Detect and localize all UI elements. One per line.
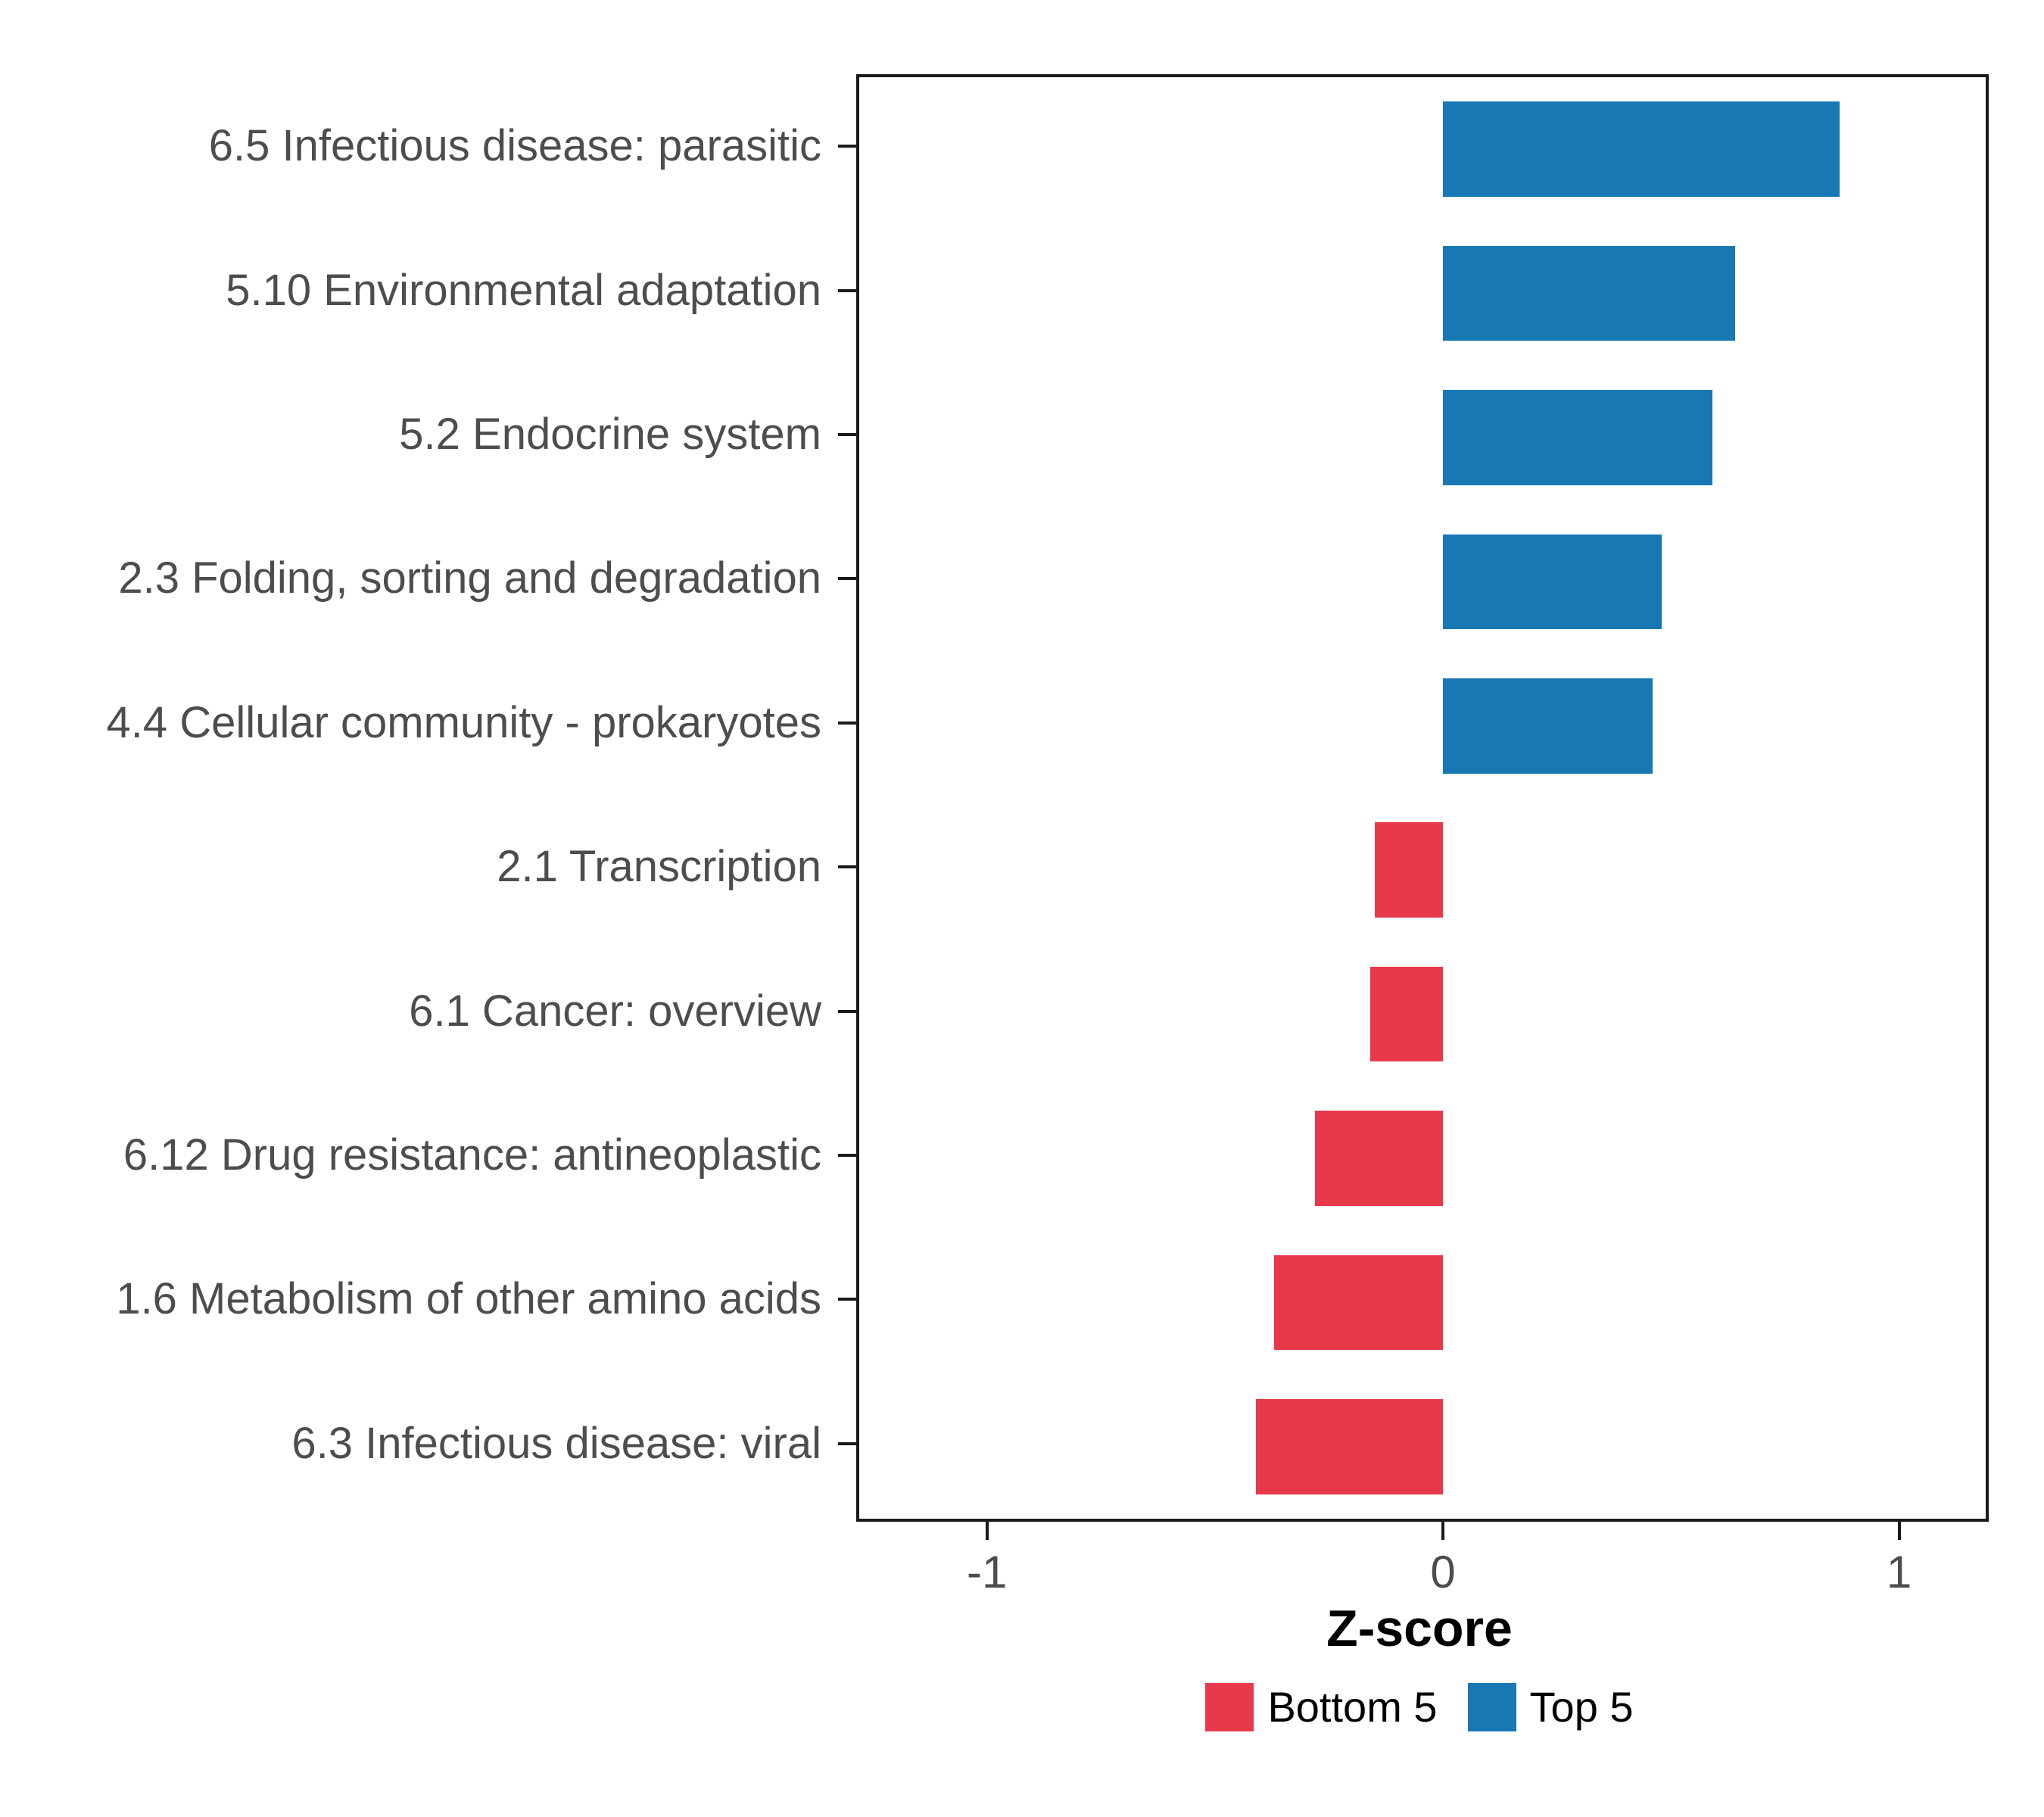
legend-swatch-top-5	[1467, 1682, 1516, 1731]
y-axis-label: 2.1 Transcription	[497, 842, 821, 892]
bar-bottom-5	[1256, 1398, 1444, 1494]
x-tick-label: 1	[1886, 1547, 1912, 1597]
y-tick-mark	[838, 1009, 856, 1013]
y-axis-label: 6.3 Infectious disease: viral	[291, 1418, 821, 1468]
y-axis-label: 6.1 Cancer: overview	[409, 986, 821, 1036]
y-axis-label: 2.3 Folding, sorting and degradation	[118, 553, 821, 603]
y-tick-mark	[838, 1441, 856, 1445]
y-axis-label: 4.4 Cellular community - prokaryotes	[106, 697, 821, 747]
y-tick-mark	[838, 865, 856, 869]
y-tick-mark	[838, 1154, 856, 1157]
y-axis-label: 5.10 Environmental adaptation	[226, 265, 821, 315]
bar-bottom-5	[1315, 1111, 1444, 1206]
y-axis-label: 6.5 Infectious disease: parasitic	[208, 121, 821, 171]
x-tick-mark	[1441, 1522, 1445, 1540]
legend: Bottom 5 Top 5	[856, 1682, 1983, 1731]
y-tick-mark	[838, 577, 856, 581]
bar-top-5	[1443, 534, 1662, 630]
x-tick-mark	[1897, 1522, 1901, 1540]
y-axis-label: 5.2 Endocrine system	[399, 410, 821, 460]
bar-bottom-5	[1369, 966, 1444, 1062]
plot-panel	[856, 74, 1989, 1522]
legend-label: Top 5	[1529, 1683, 1634, 1731]
x-axis-title: Z-score	[1326, 1600, 1513, 1657]
x-tick-label: -1	[966, 1547, 1008, 1597]
bar-top-5	[1443, 390, 1712, 485]
legend-label: Bottom 5	[1267, 1683, 1438, 1731]
y-tick-mark	[838, 145, 856, 148]
legend-item: Bottom 5	[1205, 1682, 1438, 1731]
legend-item: Top 5	[1467, 1682, 1634, 1731]
y-axis-label: 1.6 Metabolism of other amino acids	[116, 1274, 821, 1324]
bar-top-5	[1443, 101, 1840, 198]
y-tick-mark	[838, 433, 856, 436]
bar-top-5	[1443, 245, 1735, 341]
y-axis-label: 6.12 Drug resistance: antineoplastic	[123, 1130, 821, 1180]
y-tick-mark	[838, 288, 856, 292]
y-tick-mark	[838, 721, 856, 725]
bar-bottom-5	[1274, 1254, 1444, 1351]
y-tick-mark	[838, 1298, 856, 1301]
bar-top-5	[1443, 678, 1653, 774]
bar-bottom-5	[1374, 822, 1444, 918]
legend-swatch-bottom-5	[1205, 1682, 1254, 1731]
x-tick-mark	[985, 1522, 989, 1540]
x-tick-label: 0	[1430, 1547, 1456, 1597]
